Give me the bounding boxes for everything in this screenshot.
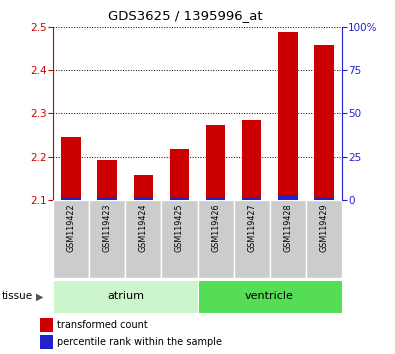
Text: ventricle: ventricle [245, 291, 294, 302]
Text: GSM119428: GSM119428 [283, 203, 292, 252]
Bar [98, 196, 117, 200]
Text: tissue: tissue [2, 291, 33, 302]
Bar [314, 45, 333, 200]
Text: percentile rank within the sample: percentile rank within the sample [57, 337, 222, 347]
Bar [198, 280, 342, 313]
Bar [242, 120, 261, 200]
Bar [169, 196, 189, 200]
Bar [134, 175, 153, 200]
Text: GSM119426: GSM119426 [211, 203, 220, 252]
Text: GSM119424: GSM119424 [139, 203, 148, 252]
Bar [233, 200, 270, 278]
Bar [278, 32, 297, 200]
Text: GDS3625 / 1395996_at: GDS3625 / 1395996_at [108, 9, 263, 22]
Text: atrium: atrium [107, 291, 144, 302]
Bar [53, 200, 89, 278]
Bar [62, 137, 81, 200]
Bar [89, 200, 126, 278]
Text: GSM119425: GSM119425 [175, 203, 184, 252]
Bar [134, 196, 153, 200]
Bar [306, 200, 342, 278]
Bar [98, 160, 117, 200]
Text: ▶: ▶ [36, 291, 44, 302]
Bar [62, 196, 81, 200]
Bar [198, 200, 233, 278]
Bar [270, 200, 306, 278]
Text: GSM119423: GSM119423 [103, 203, 112, 252]
Bar [53, 280, 198, 313]
Bar [169, 149, 189, 200]
Text: transformed count: transformed count [57, 320, 148, 330]
Bar [314, 196, 333, 200]
Bar [162, 200, 198, 278]
Bar [206, 125, 226, 200]
Text: GSM119429: GSM119429 [319, 203, 328, 252]
Bar [126, 200, 162, 278]
Bar [278, 195, 297, 200]
Bar [242, 196, 261, 200]
Bar [206, 196, 226, 200]
Text: GSM119427: GSM119427 [247, 203, 256, 252]
Text: GSM119422: GSM119422 [67, 203, 76, 252]
